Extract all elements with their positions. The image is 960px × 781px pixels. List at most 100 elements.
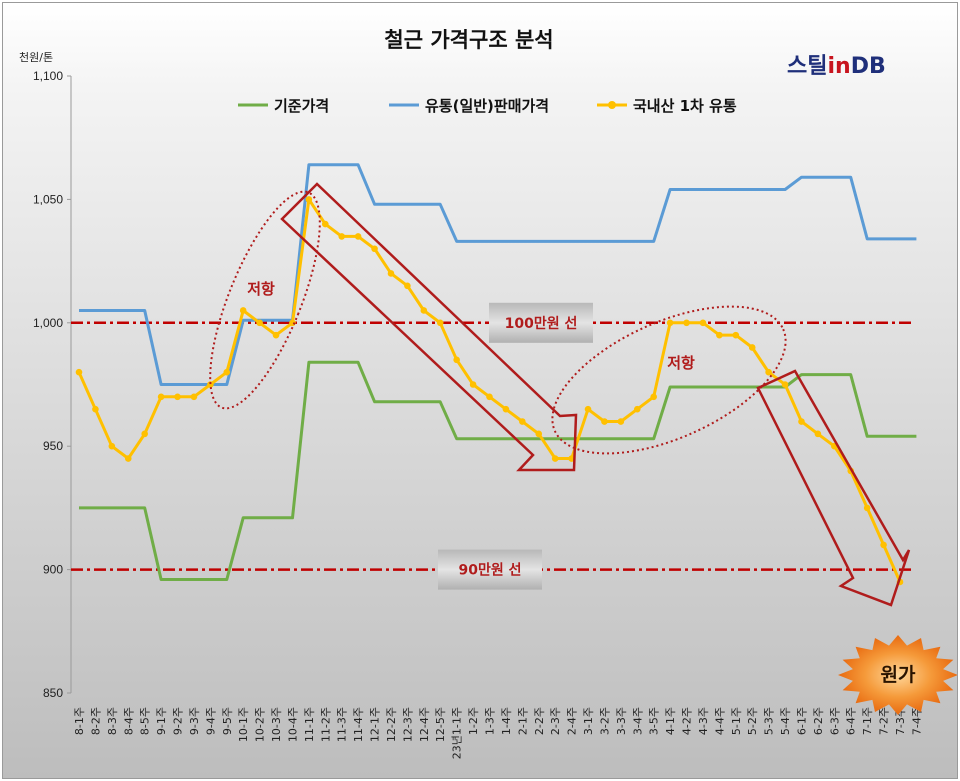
data-point bbox=[633, 405, 641, 413]
data-point bbox=[124, 455, 132, 462]
x-tick-label: 10-3주 bbox=[270, 707, 283, 742]
x-tick-label: 4-2주 bbox=[681, 707, 694, 735]
reference-label: 90만원 선 bbox=[459, 563, 522, 579]
x-tick-label: 10-2주 bbox=[254, 707, 267, 742]
x-tick-label: 3-5주 bbox=[648, 707, 661, 735]
x-tick-label: 2-4주 bbox=[566, 707, 579, 735]
data-point bbox=[354, 233, 362, 240]
data-point bbox=[798, 418, 805, 425]
data-point bbox=[239, 307, 247, 314]
data-point bbox=[190, 393, 198, 401]
reference-label-box bbox=[489, 302, 593, 343]
cost-label: 원가 bbox=[881, 664, 916, 686]
cost-burst-shape bbox=[838, 635, 957, 715]
data-point bbox=[453, 356, 460, 364]
data-point bbox=[141, 430, 148, 438]
data-point bbox=[765, 368, 772, 376]
data-point bbox=[716, 331, 723, 339]
x-tick-label: 3-3주 bbox=[615, 707, 628, 735]
x-tick-label: 6-3주 bbox=[828, 707, 841, 735]
data-point bbox=[371, 245, 378, 253]
series-lines bbox=[75, 163, 917, 586]
x-tick-label: 1-4주 bbox=[500, 707, 513, 735]
y-axis-unit: 천원/톤 bbox=[19, 50, 53, 64]
data-point bbox=[256, 319, 263, 327]
data-point bbox=[469, 381, 477, 388]
x-axis-ticks: 8-1주 8-2주 8-3주 8-4주 8-5주 9-1주 9-2주 9-3주 9-4주 9-5주… bbox=[73, 707, 923, 759]
x-tick-label: 2-1주 bbox=[516, 707, 529, 735]
site-logo: 스틸inDB bbox=[787, 54, 886, 79]
data-point bbox=[486, 393, 493, 401]
x-tick-label: 8-5주 bbox=[139, 707, 152, 735]
x-tick-label: 5-1주 bbox=[730, 707, 743, 735]
y-tick-label: 1,100 bbox=[33, 69, 63, 83]
x-tick-label: 11-2주 bbox=[319, 707, 332, 742]
x-tick-label: 9-2주 bbox=[172, 707, 185, 735]
x-tick-label: 10-4주 bbox=[286, 707, 299, 742]
resistance-ellipse-1 bbox=[209, 190, 321, 410]
x-tick-label: 12-3주 bbox=[401, 707, 414, 742]
x-tick-label: 2-2주 bbox=[533, 707, 546, 735]
x-tick-label: 12-4주 bbox=[418, 707, 431, 742]
data-point bbox=[748, 344, 756, 351]
resistance-label-1: 저항 bbox=[247, 280, 275, 298]
series-line-1 bbox=[79, 163, 917, 386]
data-point bbox=[535, 430, 543, 438]
reference-lines: 100만원 선 90만원 선 bbox=[71, 302, 915, 590]
x-tick-label: 9-1주 bbox=[155, 707, 168, 735]
data-point bbox=[601, 418, 608, 425]
data-point bbox=[666, 319, 674, 327]
x-tick-label: 8-1주 bbox=[73, 707, 86, 735]
x-tick-label: 2-3주 bbox=[549, 707, 562, 735]
svg-text:스틸inDB: 스틸inDB bbox=[787, 54, 886, 79]
y-tick-label: 900 bbox=[43, 563, 63, 577]
x-tick-label: 6-4주 bbox=[845, 707, 858, 735]
logo-part-1: 스틸 bbox=[787, 54, 827, 79]
x-tick-label: 1-2주 bbox=[467, 707, 480, 735]
data-point bbox=[781, 381, 789, 388]
x-tick-label: 10-1주 bbox=[237, 707, 250, 742]
data-point bbox=[617, 418, 625, 425]
x-tick-label: 12-2주 bbox=[385, 707, 398, 742]
x-tick-label: 12-1주 bbox=[369, 707, 382, 742]
legend-label-0: 기준가격 bbox=[274, 97, 329, 115]
x-tick-label: 7-4주 bbox=[910, 707, 923, 735]
cost-burst bbox=[838, 635, 957, 715]
data-point bbox=[272, 331, 280, 339]
x-tick-label: 8-4주 bbox=[122, 707, 135, 735]
series-line-0 bbox=[79, 360, 917, 581]
x-tick-label: 4-4주 bbox=[713, 707, 726, 735]
logo-part-3: DB bbox=[851, 54, 886, 79]
legend-label-1: 유통(일반)판매가격 bbox=[425, 97, 549, 115]
x-tick-label: 8-3주 bbox=[106, 707, 119, 735]
data-point bbox=[338, 233, 346, 240]
x-tick-label: 23년1-1주 bbox=[451, 707, 464, 759]
legend-label-2: 국내산 1차 유통 bbox=[633, 97, 737, 115]
reference-label-box bbox=[438, 549, 542, 590]
legend-marker bbox=[608, 101, 616, 109]
x-tick-label: 5-3주 bbox=[763, 707, 776, 735]
down-arrow-1 bbox=[280, 182, 578, 472]
data-point bbox=[732, 331, 740, 339]
chart-svg: 철근 가격구조 분석 천원/톤 스틸inDB 850 900 950 1,000 1,0… bbox=[3, 3, 957, 778]
data-point bbox=[223, 368, 231, 376]
x-tick-label: 9-4주 bbox=[204, 707, 217, 735]
data-point bbox=[404, 282, 411, 290]
data-point bbox=[108, 442, 116, 450]
logo-part-2: in bbox=[827, 54, 850, 79]
x-tick-label: 1-3주 bbox=[484, 707, 497, 735]
data-point bbox=[305, 196, 313, 203]
y-tick-label: 1,000 bbox=[33, 316, 63, 330]
x-tick-label: 11-1주 bbox=[303, 707, 316, 742]
y-tick-label: 850 bbox=[43, 686, 63, 700]
data-point bbox=[502, 405, 510, 413]
data-point bbox=[436, 319, 444, 327]
data-point bbox=[322, 220, 329, 228]
data-point bbox=[551, 455, 559, 462]
data-point bbox=[207, 381, 214, 388]
x-tick-label: 3-1주 bbox=[582, 707, 595, 735]
legend: 기준가격 유통(일반)판매가격 국내산 1차 유통 bbox=[238, 97, 737, 115]
x-tick-label: 3-4주 bbox=[631, 707, 644, 735]
x-tick-label: 7-1주 bbox=[861, 707, 874, 735]
down-arrow-2 bbox=[756, 369, 911, 607]
